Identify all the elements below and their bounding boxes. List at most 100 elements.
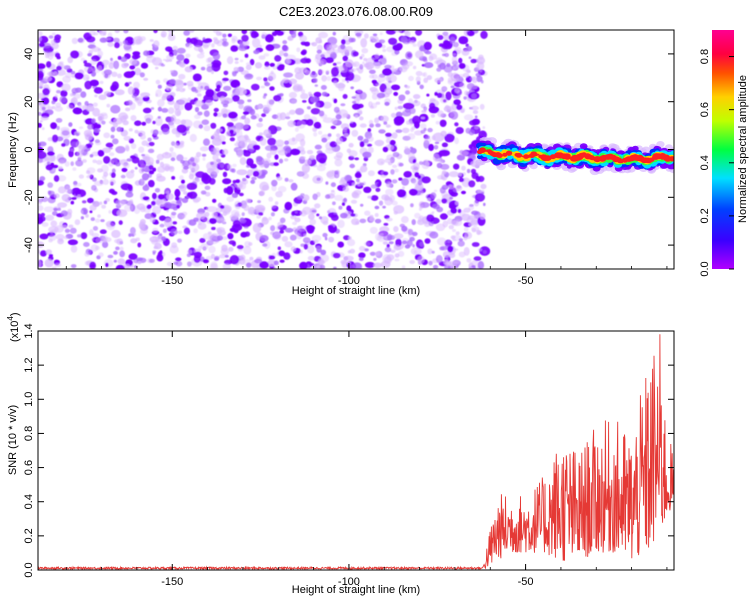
spectrogram-noise-cell bbox=[409, 237, 415, 242]
spectrogram-noise-cell bbox=[134, 129, 139, 134]
spectrogram-noise-cell bbox=[55, 118, 63, 123]
spectrogram-noise-cell bbox=[253, 144, 261, 151]
spectrogram-noise-cell bbox=[392, 152, 400, 158]
colorbar-tick-label: 0.0 bbox=[699, 261, 711, 276]
spectrogram-noise-cell bbox=[165, 116, 175, 123]
spectrogram-noise-cell bbox=[459, 150, 469, 156]
spectrogram-noise-cell bbox=[40, 212, 46, 217]
spectrogram-noise-cell bbox=[155, 79, 161, 85]
spectrogram-noise-cell bbox=[146, 204, 152, 210]
spectrogram-noise-cell bbox=[471, 172, 479, 180]
spectrogram-noise-cell bbox=[364, 261, 375, 269]
spectrogram-noise-cell bbox=[382, 205, 386, 209]
spectrogram-noise-cell bbox=[459, 82, 466, 89]
spectrogram-noise-cell bbox=[85, 136, 91, 141]
spectrogram-noise-cell bbox=[250, 115, 257, 120]
spectrogram-noise-cell bbox=[145, 117, 152, 124]
spectrogram-noise-cell bbox=[352, 51, 359, 57]
spectrogram-noise-cell bbox=[181, 179, 185, 184]
spectrogram-noise-cell bbox=[395, 238, 402, 247]
spectrogram-noise-cell bbox=[359, 123, 367, 128]
spectrogram-noise-cell bbox=[193, 39, 204, 48]
spectrogram-signal-cell bbox=[542, 156, 545, 159]
spectrogram-noise-cell bbox=[245, 73, 253, 78]
spectrogram-noise-cell bbox=[268, 196, 274, 202]
spectrogram-noise-cell bbox=[102, 179, 109, 185]
spectrogram-noise-cell bbox=[412, 43, 417, 47]
spectrogram-noise-cell bbox=[378, 39, 386, 44]
spectrogram-noise-cell bbox=[369, 214, 374, 219]
spectrogram-noise-cell bbox=[183, 157, 188, 160]
spectrogram-noise-cell bbox=[259, 137, 267, 146]
spectrogram-noise-cell bbox=[38, 36, 42, 42]
spectrogram-noise-cell bbox=[288, 78, 298, 85]
spectrogram-noise-cell bbox=[405, 51, 413, 60]
spectrogram-noise-cell bbox=[219, 96, 226, 102]
spectrogram-noise-cell bbox=[240, 254, 246, 261]
spectrogram-noise-cell bbox=[213, 112, 218, 117]
spectrogram-noise-cell bbox=[384, 64, 392, 69]
spectrogram-noise-cell bbox=[210, 122, 217, 129]
spectrogram-noise-cell bbox=[149, 39, 154, 42]
spectrogram-noise-cell bbox=[41, 222, 49, 227]
spectrogram-noise-cell bbox=[452, 187, 459, 193]
spectrogram-noise-cell bbox=[157, 99, 165, 107]
spectrogram-noise-cell bbox=[226, 196, 234, 203]
spectrogram-noise-cell bbox=[186, 253, 191, 257]
spectrogram-noise-cell bbox=[477, 261, 485, 269]
spectrogram-noise-cell bbox=[294, 127, 299, 132]
spectrogram-noise-cell bbox=[310, 108, 321, 115]
spectrogram-noise-cell bbox=[110, 134, 115, 139]
spectrogram-noise-cell bbox=[83, 242, 90, 247]
spectrogram-noise-cell bbox=[263, 93, 268, 97]
spectrogram-noise-cell bbox=[371, 88, 380, 95]
spectrogram-noise-cell bbox=[374, 251, 380, 256]
spectrogram-noise-cell bbox=[273, 162, 279, 167]
spectrogram-noise-cell bbox=[349, 163, 356, 169]
spectrogram-noise-cell bbox=[69, 93, 74, 97]
snr-frame bbox=[37, 330, 675, 571]
spectrogram-noise-cell bbox=[447, 245, 454, 253]
spectrogram-noise-cell bbox=[283, 72, 294, 78]
spectrogram-noise-cell bbox=[397, 193, 403, 198]
spectrogram-noise-cell bbox=[89, 79, 100, 87]
spectrogram-noise-cell bbox=[128, 81, 132, 85]
spectrogram-noise-cell bbox=[202, 157, 206, 161]
spectrogram-noise-cell bbox=[86, 167, 96, 174]
snr-y-axis-label: SNR (10 * v/v) bbox=[7, 405, 19, 475]
spectrogram-noise-cell bbox=[115, 161, 121, 167]
spectrogram-noise-cell bbox=[102, 59, 110, 66]
spectrogram-noise-cell bbox=[90, 244, 99, 252]
spectrogram-noise-cell bbox=[340, 44, 346, 50]
spectrogram-noise-cell bbox=[138, 146, 145, 153]
spectrogram-noise-cell bbox=[335, 141, 340, 146]
spectrogram-noise-cell bbox=[302, 194, 310, 202]
spectrogram-noise-cell bbox=[193, 217, 199, 222]
spectrogram-noise-cell bbox=[237, 99, 245, 105]
spectrogram-noise-cell bbox=[121, 62, 129, 69]
spectrogram-noise-cell bbox=[50, 162, 55, 167]
spectrogram-noise-cell bbox=[386, 243, 390, 248]
spectrogram-noise-cell bbox=[455, 231, 460, 236]
spectrogram-noise-cell bbox=[355, 32, 362, 37]
spectrogram-noise-cell bbox=[401, 216, 409, 224]
spectrogram-noise-cell bbox=[468, 180, 476, 188]
spectrogram-noise-cell bbox=[216, 84, 221, 90]
spectrogram-noise-cell bbox=[232, 94, 240, 102]
spectrogram-noise-cell bbox=[251, 176, 257, 181]
chart-title: C2E3.2023.076.08.00.R09 bbox=[279, 4, 433, 19]
spectrogram-noise-cell bbox=[440, 130, 447, 137]
spectrogram-noise-cell bbox=[200, 66, 206, 71]
spectrogram-noise-cell bbox=[110, 57, 113, 62]
spectrogram-noise-cell bbox=[186, 126, 191, 129]
spectrogram-noise-cell bbox=[322, 220, 329, 226]
spectrogram-noise-cell bbox=[141, 173, 150, 181]
spectrogram-noise-cell bbox=[464, 90, 469, 96]
spectrogram-noise-cell bbox=[147, 137, 152, 142]
spectrogram-noise-cell bbox=[458, 74, 465, 78]
spectrogram-noise-cell bbox=[439, 160, 444, 163]
spectrogram-noise-cell bbox=[252, 222, 262, 233]
spectrogram-noise-cell bbox=[169, 151, 177, 159]
spectrogram-noise-cell bbox=[349, 121, 357, 128]
spectrogram-noise-cell bbox=[239, 43, 244, 48]
